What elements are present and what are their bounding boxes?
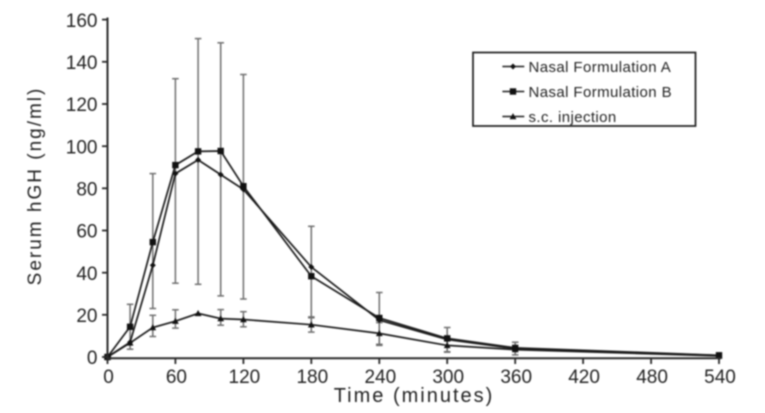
svg-text:60: 60 xyxy=(76,222,97,243)
svg-text:480: 480 xyxy=(636,367,668,388)
svg-text:s.c. injection: s.c. injection xyxy=(529,109,617,126)
svg-text:Serum hGH (ng/ml): Serum hGH (ng/ml) xyxy=(25,87,46,286)
svg-text:Nasal Formulation A: Nasal Formulation A xyxy=(529,59,672,76)
svg-text:120: 120 xyxy=(229,367,261,388)
svg-text:360: 360 xyxy=(500,367,532,388)
svg-text:120: 120 xyxy=(66,95,98,116)
svg-text:140: 140 xyxy=(66,53,98,74)
svg-text:20: 20 xyxy=(76,306,97,327)
svg-text:Time (minutes): Time (minutes) xyxy=(334,385,495,407)
svg-text:160: 160 xyxy=(66,11,98,32)
svg-text:300: 300 xyxy=(432,367,464,388)
svg-text:420: 420 xyxy=(568,367,600,388)
svg-text:0: 0 xyxy=(103,367,114,388)
svg-text:40: 40 xyxy=(76,264,97,285)
svg-text:0: 0 xyxy=(87,348,98,369)
svg-text:240: 240 xyxy=(364,367,396,388)
svg-text:60: 60 xyxy=(166,367,187,388)
svg-text:Nasal Formulation B: Nasal Formulation B xyxy=(529,84,673,101)
svg-text:540: 540 xyxy=(704,367,736,388)
svg-text:80: 80 xyxy=(76,180,97,201)
svg-text:100: 100 xyxy=(66,137,98,158)
svg-text:180: 180 xyxy=(296,367,328,388)
